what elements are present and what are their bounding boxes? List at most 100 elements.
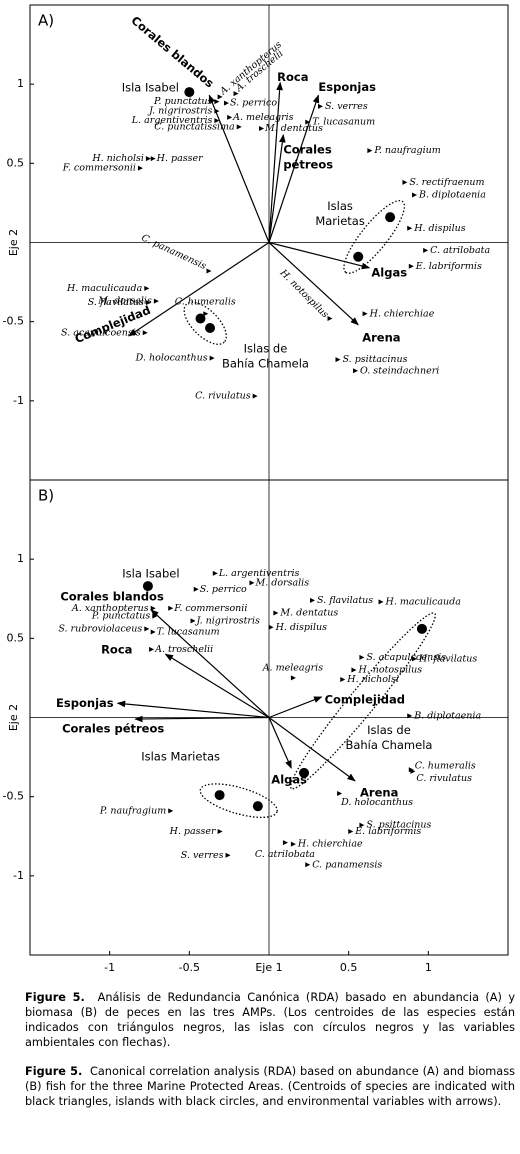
variable-label: Arena [362,330,400,344]
species-label: C. punctatissima [154,121,235,132]
caption-label: Figure 5. [25,1065,83,1078]
variable-label: Complejidad [73,303,153,346]
species-centroid [249,580,255,586]
species-centroid [190,618,196,624]
y-tick-label: 0.5 [7,631,25,644]
species-label: H. notospilus [357,665,422,676]
species-centroid [327,316,333,321]
species-centroid [150,156,156,162]
species-centroid [402,179,408,185]
species-centroid [212,570,218,576]
species-label: C. humeralis [175,296,236,307]
species-centroid [407,713,413,719]
variable-label: Algas [371,265,407,279]
island-centroid [299,767,310,778]
y-axis-label: Eje 2 [7,229,20,256]
variable-label: Esponjas [56,696,114,710]
species-centroid [259,126,265,131]
x-axis-label: Eje 1 [255,961,282,974]
species-label: H. maculicauda [385,596,462,607]
species-label: M. dentatus [264,123,323,134]
y-tick-label: 1 [17,552,24,565]
species-centroid [214,99,220,105]
species-centroid [168,808,174,814]
caption-text: Canonical correlation analysis (RDA) bas… [25,1065,515,1108]
species-label: T. lucasanum [157,627,220,638]
variable-arrow [128,242,270,337]
species-centroid [236,124,242,130]
variable-arrow [268,241,371,270]
species-label: H. dispilus [275,622,328,633]
species-centroid [144,626,150,632]
x-tick-label: 0.5 [340,961,358,974]
variable-label: Esponjas [318,80,376,94]
species-label: P. punctatus [91,611,151,622]
species-centroid [203,311,209,317]
island-centroid [205,323,216,333]
island-label: Bahía Chamela [222,357,309,371]
y-axis-label: Eje 2 [7,704,20,731]
island-label: Islas de [244,342,288,356]
variable-label: Corales blandos [128,13,216,90]
species-centroid [142,330,148,336]
variable-arrow [268,242,359,326]
island-centroid [214,790,225,801]
island-centroid [416,623,427,634]
variable-arrow [164,653,270,719]
species-label: H. dispilus [413,223,466,234]
species-label: C. panamensis [140,232,208,272]
island-group-ellipse [183,301,227,345]
x-tick-label: 1 [425,961,432,974]
island-group-ellipse [343,200,406,274]
y-tick-label: 1 [17,77,24,90]
island-centroid [385,212,396,223]
species-label: S. psittacinus [366,820,431,831]
species-label: O. steindachneri [360,365,439,376]
species-label: C. rivulatus [416,773,472,784]
species-label: D. holocanthus [135,353,208,364]
species-label: P. naufragium [373,145,440,156]
species-centroid [153,298,159,304]
variable-label: Roca [101,643,132,657]
species-centroid [305,119,311,125]
variable-label: Corales pétreos [62,722,164,736]
y-tick-label: 0.5 [7,156,25,169]
species-centroid [150,629,156,635]
island-label: Islas Marietas [141,750,220,764]
species-label: E. labriformis [354,826,421,837]
species-centroid [351,667,357,673]
species-centroid [145,300,151,306]
caption-es: Figure 5. Análisis de Redundancia Canóni… [25,990,515,1050]
species-label: P. naufragium [99,805,166,816]
variable-arrow [268,81,283,243]
species-centroid [206,268,212,274]
y-tick-label: -0.5 [3,790,24,803]
species-label: F. commersonii [62,163,136,174]
species-label: S. acapulcoensis [366,652,446,663]
species-label: A. meleagris [262,662,324,673]
variable-label: Algas [271,773,307,787]
species-centroid [144,285,150,291]
species-centroid [273,610,279,616]
species-label: D. holocanthus [340,797,413,808]
variable-arrow [268,717,356,782]
island-centroid [184,87,195,98]
variable-arrow [268,134,286,243]
island-label: Bahía Chamela [345,738,432,752]
species-label: H. nicholsi [346,674,399,685]
species-centroid [290,841,296,847]
species-label: L. argentiventris [218,568,300,579]
y-tick-label: -1 [13,394,24,407]
species-label: P. punctatus [153,96,213,107]
island-centroid [142,581,153,592]
species-label: S. rubroviolaceus [58,623,142,634]
species-label: M. dentatus [279,608,338,619]
species-label: H. flavilatus [418,653,477,664]
species-label: C. rivulatus [195,391,251,402]
species-label: A. xanthopterus [217,39,284,97]
species-label: J. nigrirostris [147,106,212,117]
species-label: C. atrilobata [430,245,490,256]
caption-label: Figure 5. [25,991,85,1004]
variable-label: Arena [360,785,398,799]
